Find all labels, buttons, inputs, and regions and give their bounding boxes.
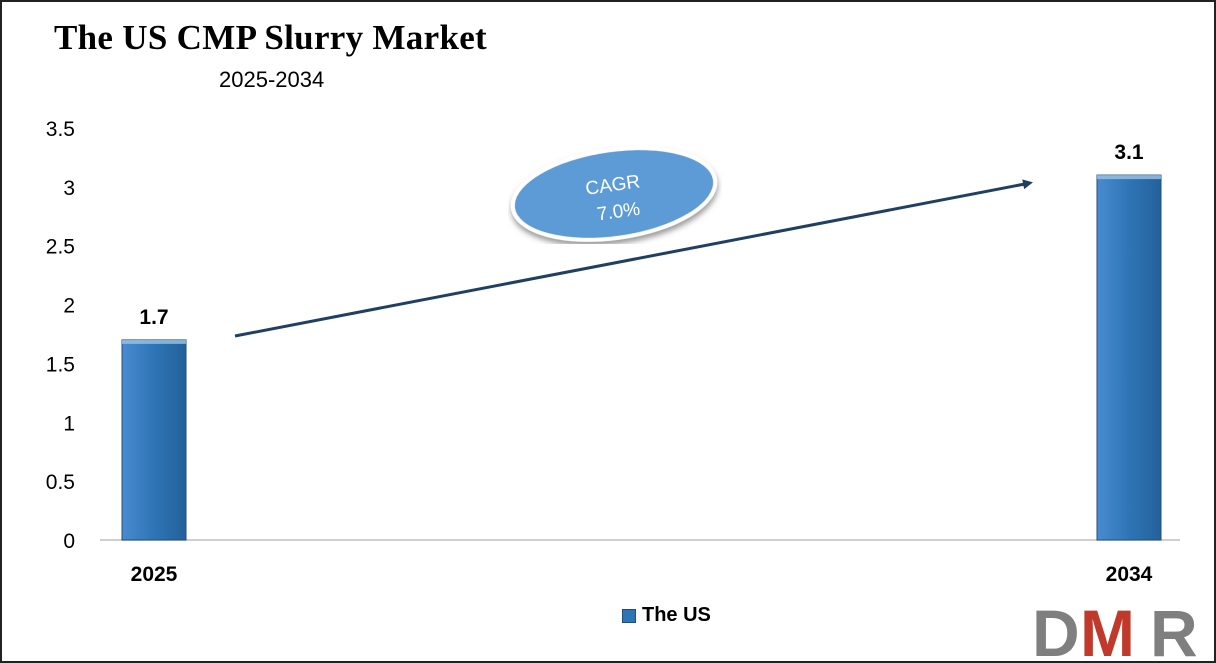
y-tick-label: 1.5: [46, 353, 75, 376]
y-tick-label: 3.5: [46, 118, 75, 141]
svg-text:R: R: [1150, 598, 1198, 660]
trend-arrow: [234, 179, 1033, 338]
data-label: 3.1: [1114, 141, 1144, 164]
legend-swatch: [622, 608, 636, 623]
axes-layer: 0 0.5 1 1.5 2 2.5 3 3.5: [46, 118, 1180, 553]
bar: [121, 339, 187, 541]
x-tick-label: 2025: [131, 563, 178, 586]
data-label: 1.7: [139, 306, 168, 329]
bar-top-highlight: [1097, 175, 1161, 180]
labels-layer: 1.7 2025 3.1 2034: [131, 141, 1153, 586]
legend: The US: [622, 604, 711, 627]
x-tick-label: 2034: [1106, 563, 1153, 586]
chart-subtitle: 2025-2034: [219, 67, 325, 92]
cagr-badge: CAGR 7.0%: [510, 146, 718, 242]
y-tick-label: 1: [63, 412, 75, 435]
legend-label: The US: [642, 604, 711, 626]
svg-text:D: D: [1032, 598, 1080, 660]
y-tick-label: 3: [63, 177, 75, 200]
svg-text:M: M: [1080, 598, 1135, 660]
bar: [1096, 174, 1162, 541]
y-tick-label: 2: [63, 295, 75, 318]
bar-top-highlight: [122, 339, 186, 344]
trend-arrow-layer: [234, 179, 1033, 338]
y-tick-label: 0: [63, 530, 75, 553]
bars-layer: [121, 174, 1162, 541]
chart-title: The US CMP Slurry Market: [54, 18, 487, 57]
y-tick-label: 0.5: [46, 471, 75, 494]
y-tick-label: 2.5: [46, 236, 75, 259]
dmr-logo: D M R: [1032, 598, 1198, 660]
cagr-ellipse: [510, 146, 718, 242]
